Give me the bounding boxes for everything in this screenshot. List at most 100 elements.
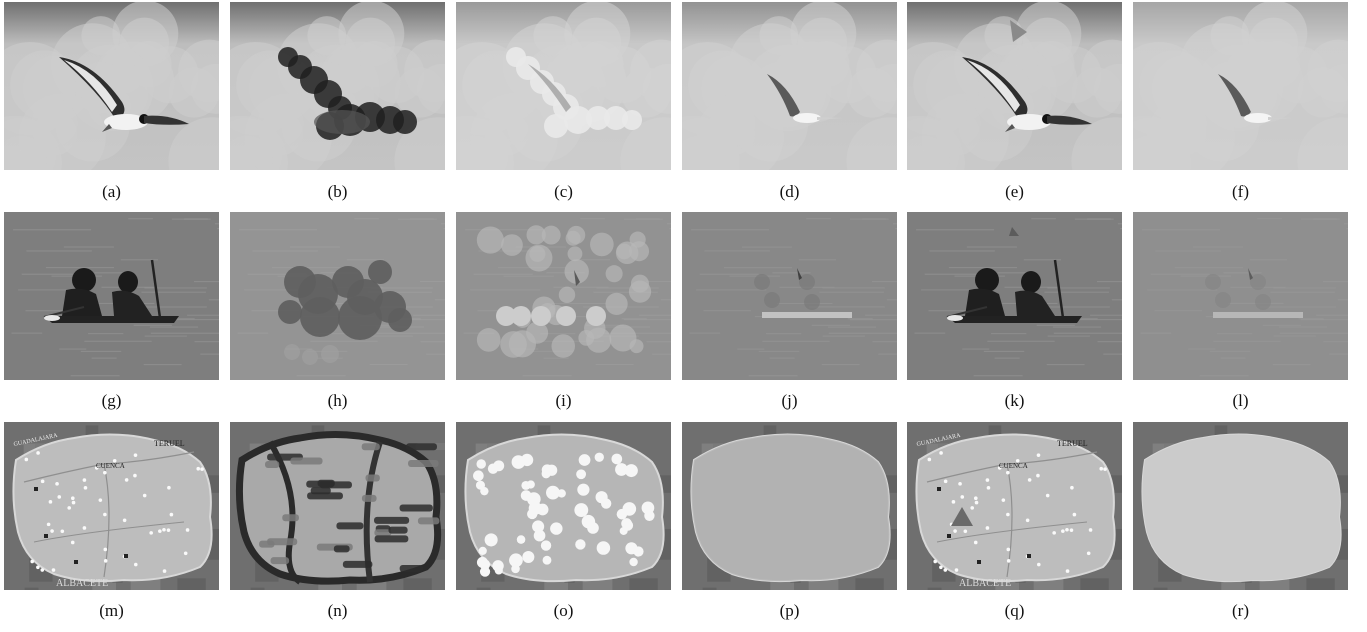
- seagull-bird: [278, 47, 417, 140]
- wave-line: [70, 375, 120, 377]
- panel-a-image: [4, 2, 219, 170]
- wave-line: [1096, 280, 1122, 283]
- kayak-figures: [946, 259, 1082, 323]
- panel-r-image: [1133, 422, 1348, 590]
- map-label-teruel: TERUEL: [1057, 439, 1088, 448]
- wave-line: [144, 335, 187, 337]
- panel-d-svg: [682, 2, 897, 170]
- panel-g-svg: [4, 212, 219, 380]
- panel-a-caption: (a): [102, 182, 121, 201]
- wave-line: [872, 341, 897, 343]
- wave-line: [200, 353, 219, 355]
- map-label-cuenca: CUENCA: [999, 462, 1028, 470]
- panel-a-svg: [4, 2, 219, 170]
- wave-line: [862, 218, 886, 220]
- panel-b-svg: [230, 2, 445, 170]
- wave-line: [217, 227, 219, 230]
- panel-m-image: CUENCA TERUEL ALBACETE GUADALAJARA: [4, 422, 219, 590]
- wave-line: [987, 340, 1055, 342]
- wave-line: [798, 259, 837, 261]
- panel-l-caption: (l): [1232, 391, 1249, 410]
- seagull-bird: [767, 74, 842, 123]
- wave-line: [819, 291, 884, 293]
- wave-line: [1036, 324, 1075, 326]
- wave-line: [214, 223, 219, 225]
- wave-line: [1103, 353, 1122, 355]
- wave-line: [878, 353, 897, 355]
- kayak-figures: [754, 268, 852, 318]
- panel-r-caption: (r): [1232, 601, 1249, 620]
- seagull-bird: [59, 57, 189, 132]
- water: [907, 212, 1122, 380]
- cloud: [856, 39, 897, 102]
- wave-line: [865, 314, 897, 316]
- water: [682, 212, 897, 380]
- wave-line: [1023, 259, 1062, 261]
- wave-line: [45, 267, 115, 269]
- panel-o-caption: (o): [553, 601, 574, 620]
- panel-h-svg: [230, 212, 445, 380]
- seagull-bird: [1218, 74, 1293, 123]
- wave-line: [689, 332, 721, 334]
- panel-k-svg: [907, 212, 1122, 380]
- panel-o-svg: [456, 422, 671, 590]
- cloud: [178, 39, 219, 102]
- cloud: [921, 93, 1009, 170]
- wave-line: [1046, 363, 1085, 366]
- seagull-bird: [962, 57, 1092, 132]
- wave-line: [133, 324, 172, 326]
- wave-line: [1047, 335, 1090, 337]
- wave-line: [691, 229, 770, 231]
- cloud: [696, 93, 784, 170]
- panel-g-caption: (g): [101, 391, 122, 410]
- panel-q-image: CUENCA TERUEL ALBACETE GUADALAJARA: [907, 422, 1122, 590]
- panel-f-svg: [1133, 2, 1348, 170]
- wave-line: [149, 326, 199, 328]
- panel-f-image: [1133, 2, 1348, 170]
- wave-line: [1074, 319, 1122, 321]
- wave-line: [703, 310, 751, 312]
- wave-line: [84, 340, 152, 342]
- wave-line: [128, 218, 153, 220]
- wave-line: [91, 357, 117, 359]
- panel-k-caption: (k): [1004, 391, 1025, 410]
- panel-p-caption: (p): [779, 601, 800, 620]
- wave-line: [762, 340, 830, 342]
- wave-line: [187, 314, 219, 316]
- map-region: [464, 433, 665, 583]
- triangle-marker: [1009, 227, 1019, 236]
- map-label-cuenca: CUENCA: [96, 462, 125, 470]
- panel-d-image: [682, 2, 897, 170]
- cloud: [1071, 117, 1122, 170]
- panel-i-image: [456, 212, 671, 380]
- panel-n-caption: (n): [327, 601, 348, 620]
- wave-line: [80, 350, 122, 352]
- wave-line: [822, 287, 885, 289]
- wave-line: [871, 280, 897, 283]
- wave-line: [141, 291, 206, 293]
- wave-line: [1044, 291, 1109, 293]
- wave-line: [928, 310, 976, 312]
- panel-h-caption: (h): [327, 391, 348, 410]
- wave-line: [895, 227, 897, 230]
- wave-line: [94, 272, 133, 274]
- panel-b-image: [230, 2, 445, 170]
- map-label-albacete: ALBACETE: [959, 578, 1011, 589]
- panel-n-svg: [230, 422, 445, 590]
- map-label-albacete: ALBACETE: [56, 578, 108, 589]
- wave-line: [25, 310, 73, 312]
- cloud: [620, 117, 671, 170]
- wave-line: [88, 333, 124, 335]
- wave-line: [821, 363, 860, 366]
- wave-line: [193, 280, 219, 283]
- panel-p-image: [682, 422, 897, 590]
- seagull-bird: [506, 47, 642, 138]
- wave-line: [849, 319, 897, 321]
- wave-line: [1072, 318, 1098, 320]
- wave-line: [131, 306, 207, 308]
- panel-h-image: [230, 212, 445, 380]
- panel-j-svg: [682, 212, 897, 380]
- triangle-marker: [951, 507, 973, 526]
- wave-line: [966, 246, 1017, 248]
